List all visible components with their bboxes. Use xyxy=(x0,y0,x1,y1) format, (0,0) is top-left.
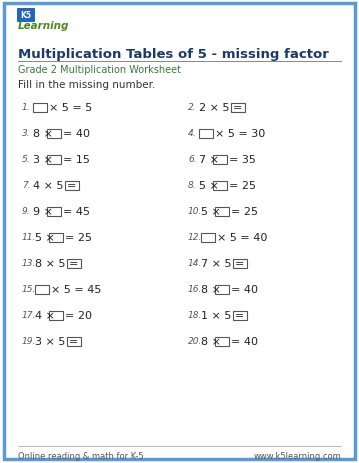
Bar xyxy=(213,155,227,164)
Text: 20.: 20. xyxy=(188,337,202,346)
Text: 18.: 18. xyxy=(188,311,202,320)
Text: = 40: = 40 xyxy=(63,129,90,139)
Text: 5.: 5. xyxy=(22,155,31,164)
Text: 10.: 10. xyxy=(188,207,202,216)
Text: 13.: 13. xyxy=(22,259,36,268)
Text: Multiplication Tables of 5 - missing factor: Multiplication Tables of 5 - missing fac… xyxy=(18,48,329,61)
Text: = 40: = 40 xyxy=(231,336,258,346)
Bar xyxy=(33,103,47,112)
Bar xyxy=(231,103,245,112)
Text: K5: K5 xyxy=(20,12,32,20)
Text: × 5 = 40: × 5 = 40 xyxy=(217,232,267,243)
Text: 3.: 3. xyxy=(22,129,31,138)
Text: = 25: = 25 xyxy=(65,232,92,243)
Text: 17.: 17. xyxy=(22,311,36,320)
Text: = 20: = 20 xyxy=(65,310,92,320)
Text: 4 ×: 4 × xyxy=(35,310,55,320)
Text: 5 ×: 5 × xyxy=(199,181,219,191)
Text: Learning: Learning xyxy=(18,21,69,31)
Bar xyxy=(67,259,81,268)
Text: = 25: = 25 xyxy=(231,206,258,217)
Text: × 5 = 5: × 5 = 5 xyxy=(49,103,92,113)
Text: 16.: 16. xyxy=(188,285,202,294)
Text: 6.: 6. xyxy=(188,155,197,164)
Text: × 5 = 45: × 5 = 45 xyxy=(51,284,101,294)
Text: 12.: 12. xyxy=(188,233,202,242)
Text: 1 × 5 =: 1 × 5 = xyxy=(201,310,244,320)
Text: 4 × 5 =: 4 × 5 = xyxy=(33,181,76,191)
Bar xyxy=(215,207,229,216)
Text: 1.: 1. xyxy=(22,103,31,112)
Text: 7.: 7. xyxy=(22,181,31,190)
Text: 8 × 5 =: 8 × 5 = xyxy=(35,258,78,269)
Bar xyxy=(47,129,61,138)
Text: = 15: = 15 xyxy=(63,155,90,165)
Text: Fill in the missing number.: Fill in the missing number. xyxy=(18,80,155,90)
Text: = 25: = 25 xyxy=(229,181,256,191)
Bar xyxy=(47,207,61,216)
Text: Grade 2 Multiplication Worksheet: Grade 2 Multiplication Worksheet xyxy=(18,65,181,75)
Text: 2.: 2. xyxy=(188,103,197,112)
Text: 7 ×: 7 × xyxy=(199,155,219,165)
Text: = 45: = 45 xyxy=(63,206,90,217)
Text: Online reading & math for K-5: Online reading & math for K-5 xyxy=(18,451,144,460)
Bar xyxy=(49,233,63,242)
FancyBboxPatch shape xyxy=(17,9,35,23)
Text: = 40: = 40 xyxy=(231,284,258,294)
Text: 3 × 5 =: 3 × 5 = xyxy=(35,336,78,346)
Bar xyxy=(47,155,61,164)
Text: 8 ×: 8 × xyxy=(201,336,221,346)
Bar xyxy=(215,337,229,346)
Text: 5 ×: 5 × xyxy=(201,206,221,217)
Text: 5 ×: 5 × xyxy=(35,232,55,243)
Bar xyxy=(213,181,227,190)
Bar xyxy=(233,259,247,268)
Text: www.k5learning.com: www.k5learning.com xyxy=(253,451,341,460)
Text: = 35: = 35 xyxy=(229,155,256,165)
Bar xyxy=(199,129,213,138)
Text: 15.: 15. xyxy=(22,285,36,294)
Text: × 5 = 30: × 5 = 30 xyxy=(215,129,265,139)
Text: 2 × 5 =: 2 × 5 = xyxy=(199,103,242,113)
Bar xyxy=(215,285,229,294)
Text: 11.: 11. xyxy=(22,233,36,242)
Bar xyxy=(49,311,63,320)
Bar xyxy=(67,337,81,346)
Text: 3 ×: 3 × xyxy=(33,155,53,165)
Text: 8 ×: 8 × xyxy=(33,129,53,139)
Bar xyxy=(65,181,79,190)
Text: 4.: 4. xyxy=(188,129,197,138)
Text: 19.: 19. xyxy=(22,337,36,346)
Text: 8.: 8. xyxy=(188,181,197,190)
Text: 9.: 9. xyxy=(22,207,31,216)
Text: 14.: 14. xyxy=(188,259,202,268)
Text: 7 × 5 =: 7 × 5 = xyxy=(201,258,244,269)
Bar xyxy=(35,285,49,294)
Bar xyxy=(201,233,215,242)
Text: 9 ×: 9 × xyxy=(33,206,53,217)
Bar xyxy=(233,311,247,320)
Text: 8 ×: 8 × xyxy=(201,284,221,294)
